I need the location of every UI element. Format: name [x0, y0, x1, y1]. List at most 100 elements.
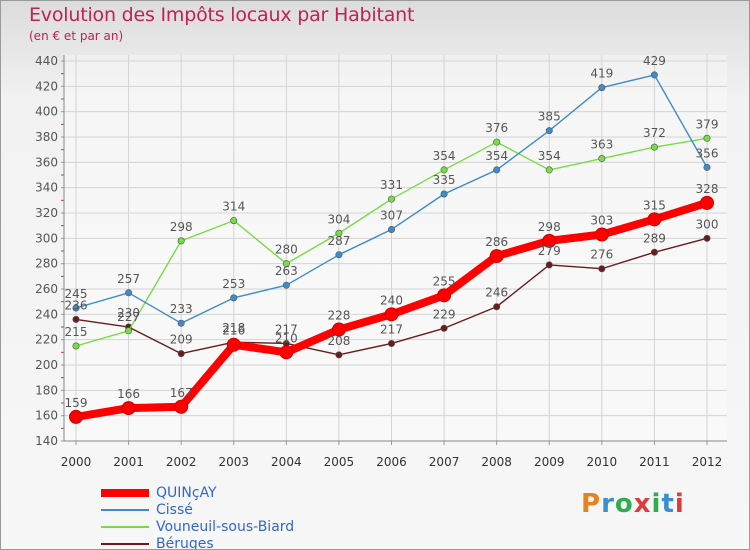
data-label: 303 — [590, 214, 613, 228]
data-label: 257 — [117, 272, 140, 286]
data-label: 307 — [380, 208, 403, 222]
y-tick-label: 200 — [35, 358, 58, 372]
data-label: 217 — [380, 322, 403, 336]
data-label: 215 — [65, 325, 88, 339]
y-tick-label: 240 — [35, 307, 58, 321]
data-label: 300 — [696, 217, 719, 231]
data-point — [703, 134, 711, 142]
logo-letter: r — [601, 489, 615, 519]
data-label: 298 — [170, 220, 193, 234]
data-point — [437, 288, 452, 303]
x-tick-label: 2002 — [166, 455, 197, 469]
data-label: 287 — [327, 234, 350, 248]
data-label: 298 — [538, 220, 561, 234]
legend-item: QUINçAY — [101, 485, 401, 502]
data-point — [174, 399, 189, 414]
data-label: 229 — [433, 307, 456, 321]
data-label: 335 — [433, 173, 456, 187]
chart-title: Evolution des Impôts locaux par Habitant — [29, 4, 415, 26]
data-point — [282, 260, 290, 268]
data-point — [72, 304, 80, 312]
data-point — [230, 217, 238, 225]
data-label: 314 — [222, 200, 245, 214]
legend-label: Béruges — [156, 536, 214, 550]
data-label: 331 — [380, 178, 403, 192]
legend-swatch — [101, 489, 149, 497]
y-tick-label: 400 — [35, 105, 58, 119]
data-point — [650, 143, 658, 151]
x-tick-label: 2000 — [61, 455, 92, 469]
legend-swatch — [101, 509, 149, 511]
data-point — [282, 281, 290, 289]
y-tick-label: 140 — [35, 434, 58, 448]
data-label: 217 — [275, 322, 298, 336]
y-tick-label: 180 — [35, 383, 58, 397]
data-point — [594, 227, 609, 242]
data-label: 363 — [590, 138, 613, 152]
legend-label: QUINçAY — [156, 485, 217, 501]
data-point — [493, 303, 501, 311]
data-point — [177, 350, 185, 358]
x-tick-label: 2008 — [481, 455, 512, 469]
legend-swatch — [101, 543, 149, 545]
data-label: 276 — [590, 248, 613, 262]
data-label: 263 — [275, 264, 298, 278]
data-point — [335, 251, 343, 259]
data-point — [545, 166, 553, 174]
data-label: 208 — [327, 334, 350, 348]
logo-letter: o — [614, 489, 634, 519]
y-tick-label: 420 — [35, 79, 58, 93]
data-point — [335, 229, 343, 237]
data-label: 167 — [170, 386, 193, 400]
x-tick-label: 2006 — [376, 455, 407, 469]
data-label: 255 — [433, 274, 456, 288]
data-point — [72, 315, 80, 323]
data-label: 159 — [65, 396, 88, 410]
data-label: 379 — [696, 117, 719, 131]
data-label: 289 — [643, 231, 666, 245]
data-label: 354 — [433, 149, 456, 163]
data-label: 210 — [275, 331, 298, 345]
data-point — [387, 339, 395, 347]
data-label: 328 — [696, 182, 719, 196]
data-label: 216 — [222, 324, 245, 338]
data-point — [387, 225, 395, 233]
data-point — [650, 71, 658, 79]
data-point — [125, 327, 133, 335]
data-label: 385 — [538, 110, 561, 124]
data-point — [440, 166, 448, 174]
data-point — [493, 138, 501, 146]
data-point — [703, 234, 711, 242]
data-point — [230, 294, 238, 302]
logo-letter: P — [581, 489, 602, 519]
data-point — [493, 166, 501, 174]
data-point — [650, 248, 658, 256]
legend-item: Cissé — [101, 502, 401, 519]
data-point — [125, 289, 133, 297]
legend-label: Cissé — [156, 502, 193, 518]
x-tick-label: 2001 — [113, 455, 144, 469]
legend-item: Vouneuil-sous-Biard — [101, 519, 401, 536]
x-tick-label: 2004 — [271, 455, 302, 469]
data-label: 376 — [485, 121, 508, 135]
data-point — [177, 319, 185, 327]
chart-subtitle: (en € et par an) — [29, 29, 124, 43]
data-label: 315 — [643, 198, 666, 212]
logo-letter: x — [633, 489, 652, 519]
y-tick-label: 280 — [35, 257, 58, 271]
logo-letter: t — [661, 489, 675, 519]
data-label: 166 — [117, 387, 140, 401]
data-label: 304 — [327, 212, 350, 226]
x-tick-label: 2012 — [692, 455, 723, 469]
data-point — [335, 351, 343, 359]
logo-letter: i — [674, 489, 685, 519]
data-label: 354 — [485, 149, 508, 163]
data-label: 228 — [327, 309, 350, 323]
proxiti-logo: Proxiti — [581, 489, 685, 519]
data-label: 372 — [643, 126, 666, 140]
chart-legend: QUINçAY Cissé Vouneuil-sous-Biard Béruges — [101, 485, 401, 550]
data-label: 280 — [275, 243, 298, 257]
y-tick-label: 360 — [35, 155, 58, 169]
plot-area — [64, 55, 727, 441]
